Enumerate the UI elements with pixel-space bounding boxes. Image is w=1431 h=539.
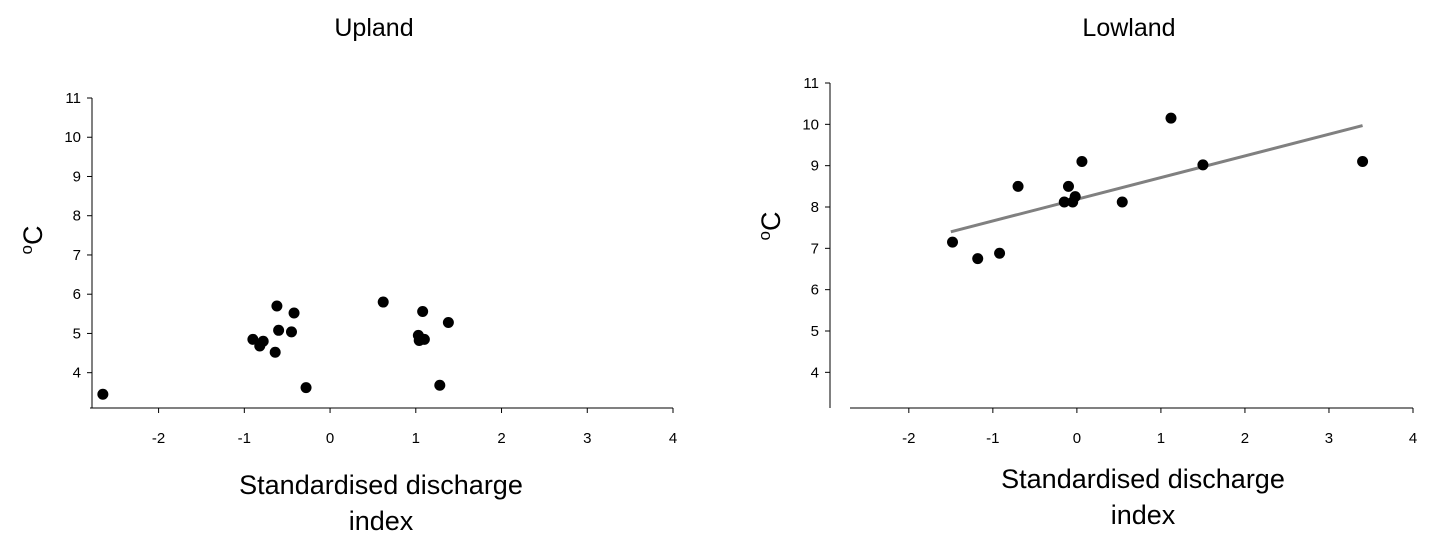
lowland-x-tick-label: 2 — [1241, 430, 1249, 447]
lowland-y-tick-label: 6 — [811, 282, 819, 299]
lowland-title: Lowland — [1082, 14, 1175, 42]
lowland-y-label-main: C — [756, 212, 786, 232]
upland-x-tick-label: 1 — [412, 430, 420, 447]
upland-data-point — [442, 316, 454, 328]
lowland-y-label-sup: o — [755, 231, 774, 240]
lowland-data-point — [1062, 180, 1074, 192]
lowland-y-tick-label: 7 — [811, 240, 819, 257]
upland-x-label-line2: index — [349, 506, 414, 536]
lowland-chart: Lowland 4 5 6 7 8 9 10 11 -2 -1 0 1 2 3 4 Standardised d… — [755, 14, 1417, 530]
upland-x-tick-label: -2 — [152, 430, 165, 447]
upland-data-point — [285, 326, 297, 338]
lowland-y-tick-label: 8 — [811, 199, 819, 216]
upland-y-label-main: C — [18, 226, 48, 246]
upland-data-point — [257, 335, 269, 347]
lowland-y-tick-label: 10 — [802, 116, 819, 133]
upland-x-tick-label: 3 — [583, 430, 591, 447]
upland-y-label: oC — [17, 226, 48, 255]
lowland-y-tick-label: 5 — [811, 323, 819, 340]
upland-chart: Upland 4 5 6 7 8 9 10 11 -2 -1 0 1 2 3 4 Standardised di… — [17, 14, 677, 536]
upland-data-point — [273, 324, 285, 336]
lowland-data-point — [1069, 191, 1081, 203]
lowland-data-point — [994, 247, 1006, 259]
upland-data-point — [97, 388, 109, 400]
upland-y-tick-label: 10 — [64, 129, 81, 146]
lowland-x-tick-label: 4 — [1409, 430, 1417, 447]
lowland-data-point — [1076, 156, 1088, 168]
lowland-y-tick-label: 9 — [811, 158, 819, 175]
upland-y-label-sup: o — [17, 245, 36, 254]
upland-data-point — [434, 379, 446, 391]
upland-title: Upland — [334, 14, 413, 42]
lowland-y-tick-label: 4 — [811, 364, 819, 381]
lowland-data-point — [1197, 159, 1209, 171]
upland-x-tick-label: 2 — [497, 430, 505, 447]
upland-data-point — [300, 382, 312, 394]
upland-data-point — [271, 300, 283, 312]
upland-x-tick-label: 0 — [326, 430, 334, 447]
lowland-x-tick-label: 3 — [1325, 430, 1333, 447]
upland-x-tick-label: 4 — [669, 430, 677, 447]
lowland-data-point — [1165, 112, 1177, 124]
upland-y-tick-label: 6 — [73, 286, 81, 303]
lowland-y-tick-label: 11 — [803, 75, 819, 92]
lowland-data-point — [972, 253, 984, 265]
lowland-data-point — [947, 236, 959, 248]
upland-data-point — [377, 296, 389, 308]
upland-data-point — [418, 333, 430, 345]
lowland-x-tick-label: 1 — [1157, 430, 1165, 447]
lowland-x-label-line2: index — [1111, 500, 1176, 530]
upland-y-tick-label: 8 — [73, 208, 81, 225]
upland-y-tick-label: 9 — [73, 168, 81, 185]
upland-data-point — [269, 346, 281, 358]
upland-data-point — [417, 305, 429, 317]
lowland-trendline — [950, 124, 1363, 234]
upland-data-point — [247, 333, 259, 345]
lowland-x-tick-label: 0 — [1073, 430, 1081, 447]
lowland-x-label-line1: Standardised discharge — [1001, 464, 1285, 494]
upland-data-point — [288, 307, 300, 319]
lowland-x-tick-label: -2 — [902, 430, 915, 447]
upland-y-tick-label: 4 — [73, 365, 81, 382]
lowland-data-point — [1357, 156, 1369, 168]
upland-y-tick-label: 11 — [65, 90, 81, 107]
lowland-data-point — [1012, 180, 1024, 192]
lowland-data-point — [1058, 196, 1070, 208]
upland-x-label-line1: Standardised discharge — [239, 470, 523, 500]
lowland-data-point — [1116, 196, 1128, 208]
upland-y-tick-label: 7 — [73, 247, 81, 264]
upland-y-tick-label: 5 — [73, 325, 81, 342]
lowland-y-label: oC — [755, 212, 786, 241]
upland-x-tick-label: -1 — [238, 430, 251, 447]
lowland-x-tick-label: -1 — [986, 430, 999, 447]
